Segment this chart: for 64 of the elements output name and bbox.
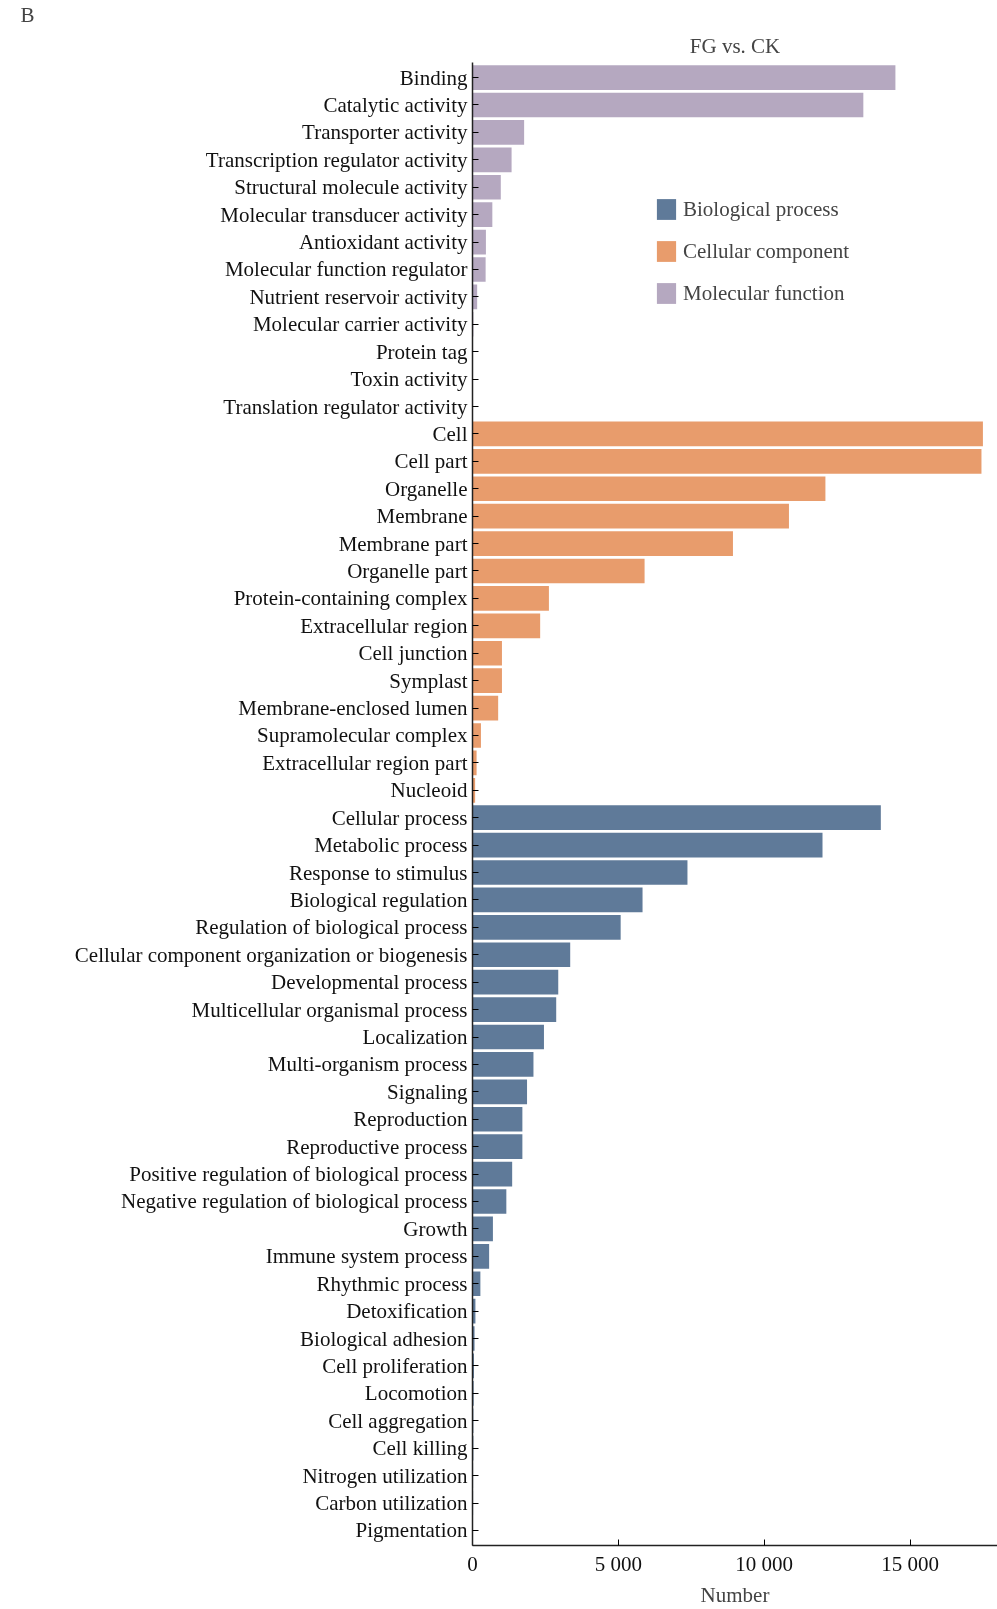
y-tick-label: Extracellular region part xyxy=(262,750,468,775)
y-tick-label: Antioxidant activity xyxy=(298,230,468,255)
y-tick-label: Locomotion xyxy=(364,1381,468,1406)
y-tick-label: Protein-containing complex xyxy=(233,586,468,611)
y-tick-label: Biological adhesion xyxy=(300,1326,468,1351)
x-axis-title: Number xyxy=(700,1582,770,1607)
y-tick-label: Localization xyxy=(362,1025,468,1049)
y-tick-label: Biological regulation xyxy=(289,887,468,912)
y-tick-label: Organelle xyxy=(385,476,468,501)
y-tick-label: Protein tag xyxy=(375,339,468,364)
y-tick-label: Membrane part xyxy=(338,531,468,556)
y-tick-label: Multi-organism process xyxy=(267,1052,468,1077)
y-tick-label: Cell aggregation xyxy=(328,1408,468,1433)
y-tick-label: Cell junction xyxy=(358,641,468,666)
y-tick-label: Immune system process xyxy=(265,1244,468,1269)
y-tick-label: Membrane xyxy=(376,504,468,529)
y-tick-label: Signaling xyxy=(387,1079,468,1104)
y-tick-label: Reproduction xyxy=(353,1107,468,1132)
y-tick-label: Organelle part xyxy=(347,559,468,583)
y-tick-label: Growth xyxy=(403,1216,468,1241)
y-tick-label: Transporter activity xyxy=(302,120,468,145)
chart-title: FG vs. CK xyxy=(689,33,781,58)
y-tick-label: Molecular carrier activity xyxy=(252,312,468,337)
y-tick-label: Cellular process xyxy=(331,805,468,830)
x-tick-label: 15 000 xyxy=(881,1551,939,1576)
x-tick-label: 0 xyxy=(467,1551,478,1576)
legend-label: Biological process xyxy=(683,196,839,222)
y-tick-label: Membrane-enclosed lumen xyxy=(238,696,468,721)
y-tick-label: Nucleoid xyxy=(390,778,468,803)
y-tick-label: Translation regulator activity xyxy=(223,394,468,419)
y-tick-label: Nitrogen utilization xyxy=(302,1463,468,1488)
y-tick-label: Molecular function regulator xyxy=(224,257,468,282)
y-tick-label: Transcription regulator activity xyxy=(205,147,468,172)
y-tick-label: Multicellular organismal process xyxy=(191,997,468,1022)
y-tick-label: Metabolic process xyxy=(314,833,468,858)
y-tick-label: Carbon utilization xyxy=(315,1491,468,1516)
y-tick-label: Reproductive process xyxy=(286,1134,468,1159)
y-tick-label: Molecular transducer activity xyxy=(220,202,468,227)
y-tick-label: Pigmentation xyxy=(355,1518,468,1543)
y-tick-label: Cell xyxy=(432,421,468,446)
legend-label: Molecular function xyxy=(683,280,845,306)
y-tick-label: Cell killing xyxy=(372,1436,468,1461)
y-tick-label: Extracellular region xyxy=(300,613,468,638)
y-tick-label: Cellular component organization or biogenesis xyxy=(74,942,468,967)
y-tick-label: Toxin activity xyxy=(350,367,468,392)
y-tick-label: Response to stimulus xyxy=(288,860,468,885)
y-tick-label: Negative regulation of biological process xyxy=(121,1189,468,1214)
y-tick-label: Developmental process xyxy=(270,970,468,995)
y-tick-label: Nutrient reservoir activity xyxy=(249,284,468,309)
text: B xyxy=(20,2,35,27)
y-tick-label: Symplast xyxy=(389,668,468,693)
y-tick-label: Detoxification xyxy=(346,1299,468,1324)
x-tick-label: 10 000 xyxy=(735,1551,794,1576)
y-tick-label: Regulation of biological process xyxy=(195,915,468,940)
y-tick-label: Structural molecule activity xyxy=(234,175,468,200)
y-tick-label: Binding xyxy=(399,65,468,90)
y-tick-label: Cell proliferation xyxy=(322,1353,468,1378)
y-tick-label: Positive regulation of biological process xyxy=(129,1162,468,1187)
y-tick-label: Cell part xyxy=(394,449,468,474)
y-tick-label: Supramolecular complex xyxy=(256,723,468,748)
y-tick-label: Rhythmic process xyxy=(316,1271,468,1296)
legend-label: Cellular component xyxy=(683,238,850,264)
x-tick-label: 5 000 xyxy=(594,1551,642,1576)
y-tick-label: Catalytic activity xyxy=(323,92,468,117)
